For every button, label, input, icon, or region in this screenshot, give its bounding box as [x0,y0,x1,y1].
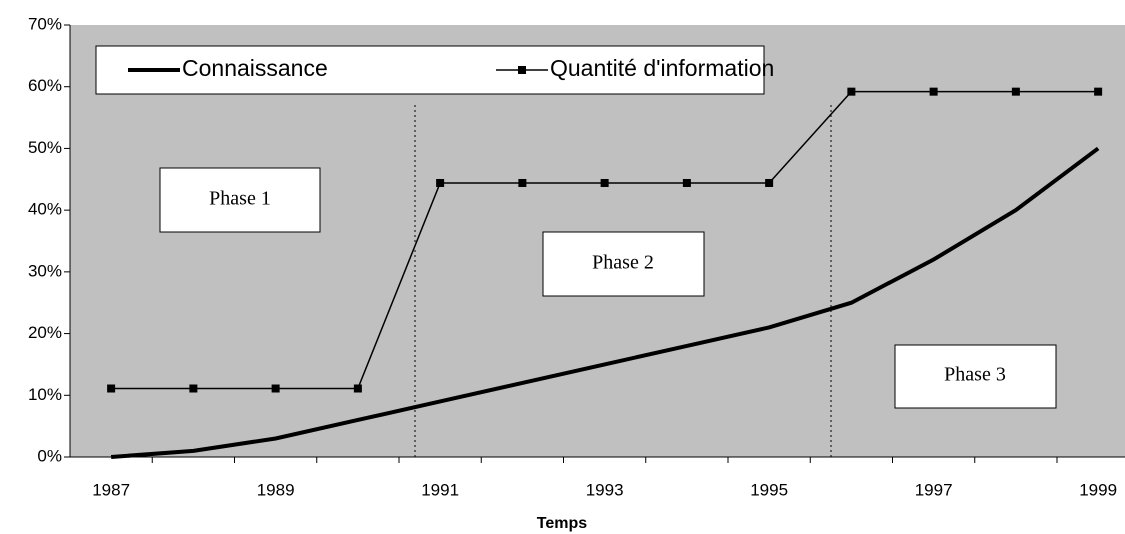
annotation-box [542,231,705,297]
x-tick-label: 1999 [1079,480,1117,499]
legend [95,45,765,95]
marker [271,384,280,393]
annotation: Phase 2 [592,252,654,274]
marker [600,178,609,187]
y-tick-label: 60% [28,76,62,95]
x-tick-label: 1997 [915,480,953,499]
legend-label: Quantité d'information [550,55,774,81]
marker [682,178,691,187]
x-tick-label: 1987 [92,480,130,499]
annotation: Phase 3 [944,364,1006,386]
marker [847,87,856,96]
marker [107,384,116,393]
plot [107,87,1103,459]
annotation: Phase 1 [209,188,271,210]
marker [929,87,938,96]
y-tick-label: 50% [28,138,62,157]
marker [518,178,527,187]
series-line [110,146,1100,459]
marker [1094,87,1103,96]
x-axis-label: Temps [537,515,587,532]
x-tick-label: 1989 [257,480,295,499]
x-tick-label: 1995 [750,480,788,499]
x-tick-label: 1991 [421,480,459,499]
marker [189,384,198,393]
marker [1011,87,1020,96]
marker [353,384,362,393]
marker [765,178,774,187]
y-tick-label: 30% [28,261,62,280]
marker [436,178,445,187]
annotation-box [894,344,1057,409]
y-tick-label: 70% [28,14,62,33]
y-tick-label: 20% [28,323,62,342]
y-tick-label: 0% [37,446,62,465]
x-tick-label: 1993 [586,480,624,499]
legend-marker [518,66,526,74]
annotation-box [159,167,321,233]
legend-label: Connaissance [182,55,328,81]
y-tick-label: 10% [28,385,62,404]
y-tick-label: 40% [28,200,62,219]
